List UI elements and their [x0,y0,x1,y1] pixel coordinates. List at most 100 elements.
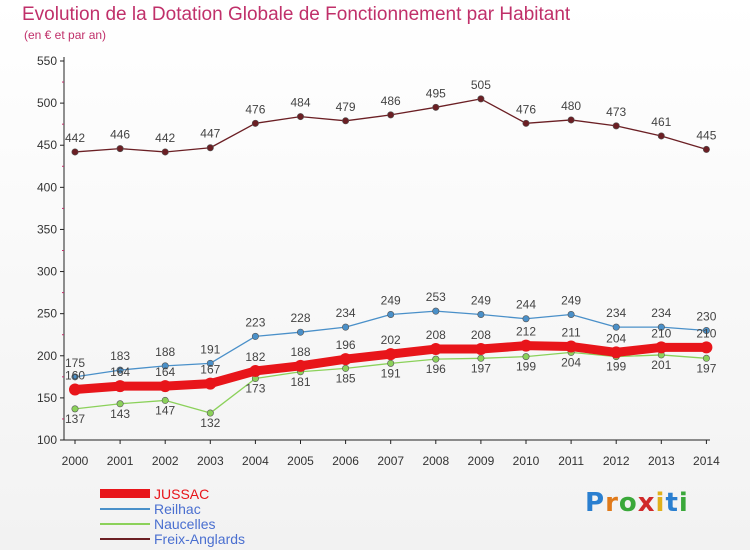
y-tick-label: 100 [37,433,57,447]
data-point [612,122,620,130]
data-point [71,148,79,156]
data-point [384,348,397,361]
legend-label-naucelles: Naucelles [154,515,216,532]
data-label: 223 [245,315,265,329]
data-point [567,116,575,124]
y-tick-label: 200 [37,349,57,363]
x-tick-label: 2006 [332,454,359,468]
data-point [655,341,668,354]
y-tick-label: 150 [37,391,57,405]
data-label: 447 [200,127,220,141]
data-point [702,145,710,153]
data-label: 208 [426,328,446,342]
data-label: 442 [65,131,85,145]
data-point [114,380,127,393]
data-point [342,364,350,372]
data-label: 196 [336,338,356,352]
data-label: 188 [290,345,310,359]
x-tick-label: 2011 [558,454,584,468]
data-point [251,332,259,340]
data-point [161,362,169,370]
logo-letter: P [585,488,606,518]
data-point [294,359,307,372]
data-label: 185 [336,371,356,385]
data-label: 486 [381,94,401,108]
data-label: 445 [696,128,716,142]
legend-label-reilhac: Reilhac [154,500,201,517]
data-point [522,353,530,361]
y-tick-label: 450 [37,138,57,152]
data-point [204,377,217,390]
data-label: 196 [426,362,446,376]
data-label: 201 [651,358,671,372]
x-tick-label: 2008 [422,454,449,468]
data-point [657,132,665,140]
data-point [657,323,665,331]
legend: JUSSAC Reilhac Naucelles Freix-Anglards [100,485,245,547]
data-label: 204 [561,355,581,369]
data-label: 234 [651,306,671,320]
chart-title: Evolution de la Dotation Globale de Fonc… [22,4,571,25]
legend-swatch-naucelles [100,522,150,525]
data-point [249,364,262,377]
y-tick-label: 500 [37,96,57,110]
data-label: 188 [155,345,175,359]
x-tick-label: 2005 [287,454,314,468]
logo-letter: i [678,488,689,518]
legend-item-freix-anglards: Freix-Anglards [100,531,245,547]
data-label: 164 [110,365,130,379]
data-label: 199 [606,360,626,374]
legend-item-reilhac: Reilhac [100,500,245,517]
chart-subtitle: (en € et par an) [24,28,107,42]
data-point [116,366,124,374]
data-point [69,383,81,396]
data-label: 505 [471,78,491,92]
data-point [522,119,530,127]
data-label: 132 [200,416,220,430]
data-label: 175 [65,356,85,370]
data-point [432,307,440,315]
legend-swatch-freix-anglards [100,537,150,540]
data-label: 249 [561,294,581,308]
data-label: 210 [651,326,671,340]
data-point [565,340,578,353]
y-tick-label: 250 [37,307,57,321]
data-point [116,400,124,408]
x-tick-label: 2002 [152,454,179,468]
data-label: 230 [696,310,716,324]
data-point [522,315,530,323]
data-label: 446 [110,128,130,142]
data-label: 480 [561,99,581,113]
logo-letter: o [618,488,638,518]
data-label: 249 [471,294,491,308]
data-point [610,346,623,359]
data-label: 208 [471,328,491,342]
data-point [387,111,395,119]
data-point [567,311,575,319]
data-label: 212 [516,325,536,339]
x-tick-label: 2004 [242,454,269,468]
x-tick-label: 2001 [107,454,134,468]
data-label: 476 [245,102,265,116]
data-point [161,148,169,156]
y-tick-label: 400 [37,180,57,194]
legend-label-jussac: JUSSAC [154,485,210,502]
data-label: 197 [471,361,491,375]
data-label: 167 [200,363,220,377]
data-label: 191 [381,366,401,380]
x-tick-label: 2010 [513,454,540,468]
data-label: 182 [245,350,265,364]
legend-item-naucelles: Naucelles [100,515,245,532]
data-label: 191 [200,342,220,356]
x-tick-label: 2009 [468,454,495,468]
data-label: 210 [696,326,716,340]
data-label: 234 [336,306,356,320]
logo-letter: x [637,488,656,518]
data-point [477,95,485,103]
data-point [432,355,440,363]
data-label: 204 [606,331,626,345]
data-point [159,380,172,393]
data-point [296,113,304,121]
